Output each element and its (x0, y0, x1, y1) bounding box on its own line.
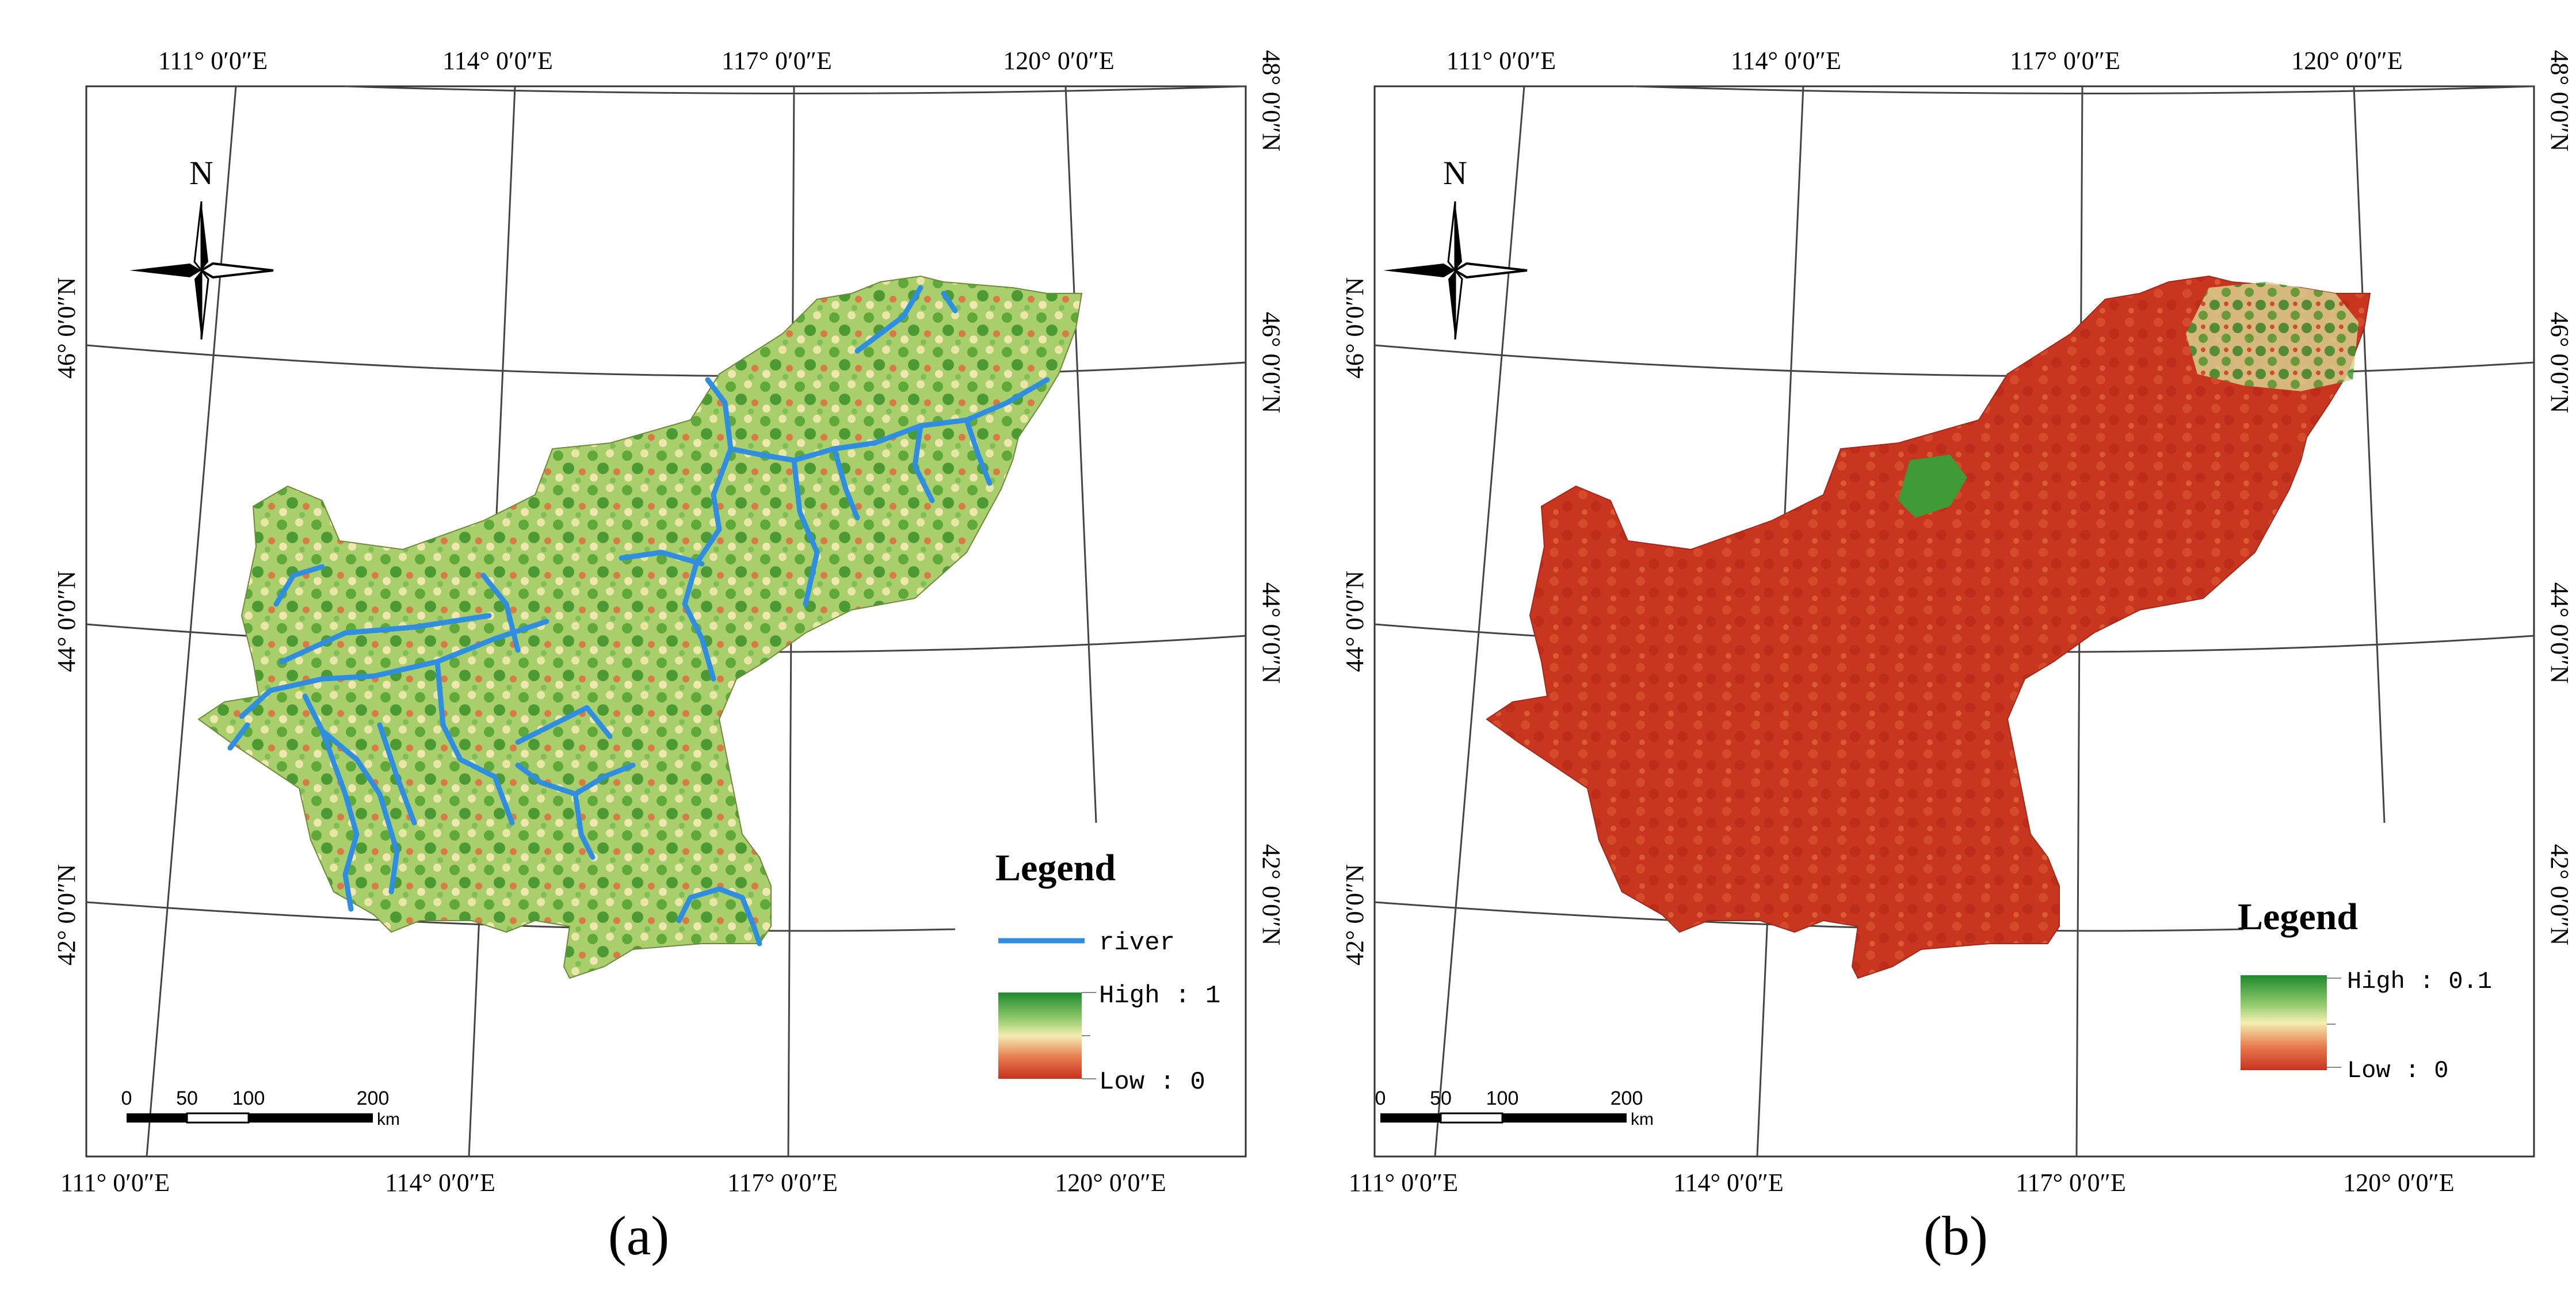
top-lon-label: 111° 0′0″E (1447, 47, 1556, 75)
scale-tick-label: 200 (357, 1087, 390, 1109)
legend: Legend river High : 1 Low : 0 (995, 847, 1220, 1097)
map-a-canvas: 111° 0′0″E 114° 0′0″E 117° 0′0″E 120° 0′… (52, 47, 1285, 1266)
right-lat-label: 44° 0′0″N (2546, 582, 2574, 684)
bottom-lon-label: 117° 0′0″E (727, 1169, 838, 1197)
study-area (197, 275, 1083, 979)
bottom-lon-label: 120° 0′0″E (1055, 1169, 1166, 1197)
panel-label: (b) (1924, 1205, 1988, 1266)
scale-tick-label: 100 (1486, 1087, 1519, 1109)
scale-tick-label: 100 (232, 1087, 265, 1109)
top-lon-labels: 111° 0′0″E 114° 0′0″E 117° 0′0″E 120° 0′… (1447, 47, 2403, 75)
bottom-lon-label: 111° 0′0″E (1349, 1169, 1458, 1197)
bottom-lon-labels: 111° 0′0″E 114° 0′0″E 117° 0′0″E 120° 0′… (1349, 1169, 2455, 1197)
legend-gradient (2241, 975, 2327, 1070)
legend-low-label: Low : 0 (1099, 1068, 1205, 1097)
bottom-lon-label: 111° 0′0″E (60, 1169, 170, 1197)
right-lat-labels: 48° 0′0″N 46° 0′0″N 44° 0′0″N 42° 0′0″N (1257, 50, 1285, 945)
north-arrow-icon: N (1383, 154, 1528, 340)
top-lon-label: 114° 0′0″E (1731, 47, 1841, 75)
left-lat-label: 46° 0′0″N (52, 277, 81, 379)
north-label: N (1443, 154, 1467, 192)
bottom-lon-label: 114° 0′0″E (1673, 1169, 1784, 1197)
top-lon-label: 120° 0′0″E (1003, 47, 1114, 75)
left-lat-label: 42° 0′0″N (1341, 864, 1369, 965)
scale-tick-label: 200 (1611, 1087, 1643, 1109)
top-lon-label: 117° 0′0″E (722, 47, 832, 75)
legend-title: Legend (995, 847, 1116, 889)
scale-unit: km (1631, 1110, 1654, 1129)
bottom-lon-label: 114° 0′0″E (385, 1169, 495, 1197)
top-lon-label: 117° 0′0″E (2010, 47, 2120, 75)
river-network (227, 285, 1050, 946)
right-lat-label: 42° 0′0″N (1257, 844, 1285, 945)
scale-tick-label: 50 (176, 1087, 198, 1109)
legend: Legend High : 0.1 Low : 0 (2238, 896, 2492, 1085)
top-lon-label: 120° 0′0″E (2291, 47, 2402, 75)
right-lat-label: 44° 0′0″N (1257, 582, 1285, 684)
high-value-zone (1898, 455, 1967, 518)
legend-low-label: Low : 0 (2347, 1057, 2448, 1085)
left-lat-labels: 46° 0′0″N 44° 0′0″N 42° 0′0″N (52, 277, 81, 965)
bottom-lon-label: 120° 0′0″E (2343, 1169, 2454, 1197)
north-arrow-icon: N (129, 154, 274, 340)
top-lon-label: 114° 0′0″E (442, 47, 553, 75)
map-panel-b: 111° 0′0″E 114° 0′0″E 117° 0′0″E 120° 0′… (1288, 0, 2576, 1294)
bottom-lon-label: 117° 0′0″E (2016, 1169, 2126, 1197)
scale-tick-label: 50 (1430, 1087, 1452, 1109)
right-lat-labels: 48° 0′0″N 46° 0′0″N 44° 0′0″N 42° 0′0″N (2546, 50, 2574, 945)
left-lat-label: 46° 0′0″N (1341, 277, 1369, 379)
map-b-canvas: 111° 0′0″E 114° 0′0″E 117° 0′0″E 120° 0′… (1341, 47, 2574, 1266)
north-label: N (189, 154, 213, 192)
map-panel-a: 111° 0′0″E 114° 0′0″E 117° 0′0″E 120° 0′… (52, 47, 1285, 1266)
right-lat-label: 46° 0′0″N (1257, 312, 1285, 413)
right-lat-label: 48° 0′0″N (1257, 50, 1285, 151)
panel-label: (a) (608, 1205, 670, 1266)
legend-river-label: river (1099, 929, 1175, 957)
legend-high-label: High : 0.1 (2347, 968, 2492, 995)
scale-bar: 0 50 100 200 km (121, 1087, 400, 1129)
left-lat-label: 44° 0′0″N (1341, 571, 1369, 672)
legend-high-label: High : 1 (1099, 982, 1220, 1010)
left-lat-label: 42° 0′0″N (52, 864, 81, 965)
legend-gradient (998, 993, 1082, 1079)
study-area (1486, 275, 2371, 979)
legend-title: Legend (2238, 896, 2358, 938)
bottom-lon-labels: 111° 0′0″E 114° 0′0″E 117° 0′0″E 120° 0′… (60, 1169, 1166, 1197)
top-lon-labels: 111° 0′0″E 114° 0′0″E 117° 0′0″E 120° 0′… (158, 47, 1115, 75)
left-lat-labels: 46° 0′0″N 44° 0′0″N 42° 0′0″N (1341, 277, 1369, 965)
scale-tick-label: 0 (1375, 1087, 1386, 1109)
scale-bar: 0 50 100 200 km (1375, 1087, 1654, 1129)
scale-tick-label: 0 (121, 1087, 132, 1109)
top-lon-label: 111° 0′0″E (158, 47, 268, 75)
high-value-zone (2186, 282, 2359, 391)
right-lat-label: 42° 0′0″N (2546, 844, 2574, 945)
left-lat-label: 44° 0′0″N (52, 571, 81, 672)
scale-unit: km (377, 1110, 400, 1129)
right-lat-label: 48° 0′0″N (2546, 50, 2574, 151)
right-lat-label: 46° 0′0″N (2546, 312, 2574, 413)
